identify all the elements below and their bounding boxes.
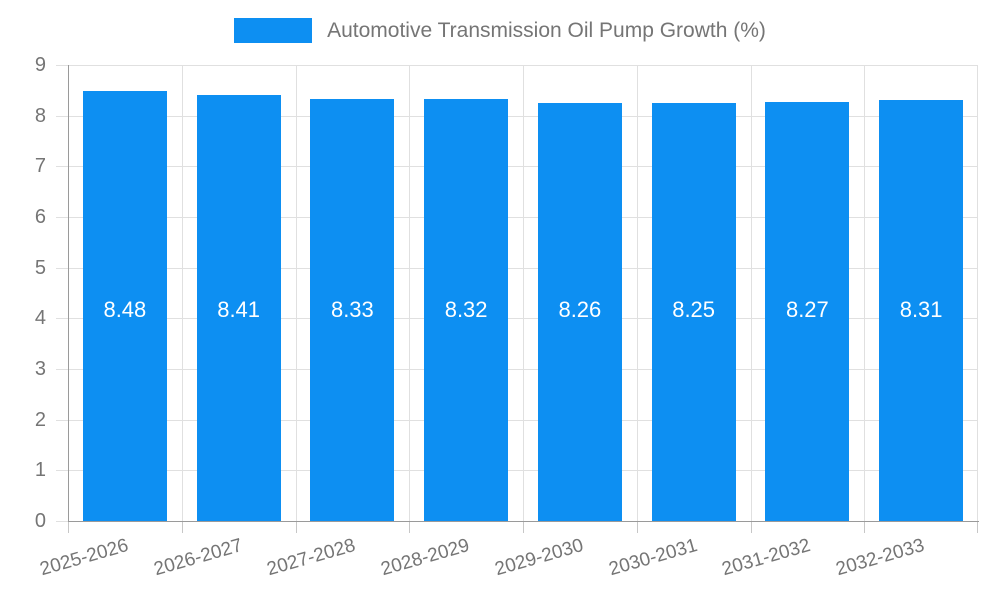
x-axis-labels: 2025-2026 2026-2027 2027-2028 2028-2029 2029… xyxy=(38,529,978,599)
y-axis-tick-label: 5 xyxy=(34,256,46,279)
x-axis-tick xyxy=(68,521,69,533)
bar xyxy=(424,99,509,521)
y-axis-line xyxy=(68,65,69,522)
y-axis-tick-label: 0 xyxy=(34,510,46,532)
gridline-vertical xyxy=(977,65,978,521)
y-axis-tick xyxy=(56,166,68,168)
gridline-vertical xyxy=(523,65,524,521)
y-axis-tick-label: 6 xyxy=(34,206,46,228)
plot-area: 8.48 8.41 8.33 8.32 8.26 8.25 8.27 8.31 xyxy=(68,65,978,521)
gridline-vertical xyxy=(409,65,411,521)
bar-value-label: 8.31 xyxy=(899,297,943,322)
y-axis-tick-label: 8 xyxy=(34,104,46,127)
bar xyxy=(879,99,964,521)
y-axis-tick xyxy=(56,115,68,117)
bar-value-label: 8.26 xyxy=(558,297,602,322)
y-axis-tick xyxy=(56,217,68,218)
x-axis-tick xyxy=(409,521,411,533)
bar xyxy=(310,98,395,521)
legend: Automotive Transmission Oil Pump Growth … xyxy=(0,18,1000,43)
gridline-vertical xyxy=(181,65,183,521)
y-axis-tick-label: 1 xyxy=(34,459,46,482)
x-axis-tick xyxy=(295,521,297,533)
y-axis-tick xyxy=(56,470,68,472)
bar-value-label: 8.27 xyxy=(785,297,829,322)
x-axis-line xyxy=(68,521,979,522)
bar xyxy=(82,91,167,521)
y-axis-tick-label: 4 xyxy=(34,307,46,330)
gridline-vertical xyxy=(750,65,752,521)
y-axis-tick xyxy=(56,369,68,370)
bar-value-label: 8.41 xyxy=(217,297,261,322)
legend-swatch xyxy=(234,18,313,43)
y-axis-labels: 0 1 2 3 4 5 6 7 8 9 xyxy=(0,54,46,532)
y-axis-tick xyxy=(56,318,68,320)
y-axis-tick xyxy=(56,419,68,421)
gridline-vertical xyxy=(864,65,866,521)
y-axis-tick-label: 7 xyxy=(34,155,46,178)
y-axis-tick xyxy=(56,521,68,522)
x-axis-tick xyxy=(636,521,638,533)
bar-value-label: 8.32 xyxy=(444,297,488,322)
bar xyxy=(765,102,850,521)
x-axis-tick xyxy=(523,521,524,533)
x-axis-tick xyxy=(750,521,752,533)
bar xyxy=(651,103,736,521)
bar xyxy=(537,102,622,521)
x-axis-tick xyxy=(977,521,978,533)
y-axis-tick xyxy=(56,65,68,66)
bar-value-label: 8.25 xyxy=(672,297,716,322)
gridline-vertical xyxy=(636,65,638,521)
bar-value-label: 8.48 xyxy=(103,297,147,322)
legend-label: Automotive Transmission Oil Pump Growth … xyxy=(327,18,766,42)
y-axis-tick-label: 2 xyxy=(34,408,46,431)
bar xyxy=(196,94,281,521)
x-axis-tick xyxy=(181,521,183,533)
y-axis-tick xyxy=(56,267,68,269)
bar-value-label: 8.33 xyxy=(330,297,374,322)
x-axis-tick xyxy=(864,521,866,533)
y-axis-tick-label: 3 xyxy=(34,358,46,380)
y-axis-tick-label: 9 xyxy=(34,54,46,76)
gridline-vertical xyxy=(295,65,297,521)
